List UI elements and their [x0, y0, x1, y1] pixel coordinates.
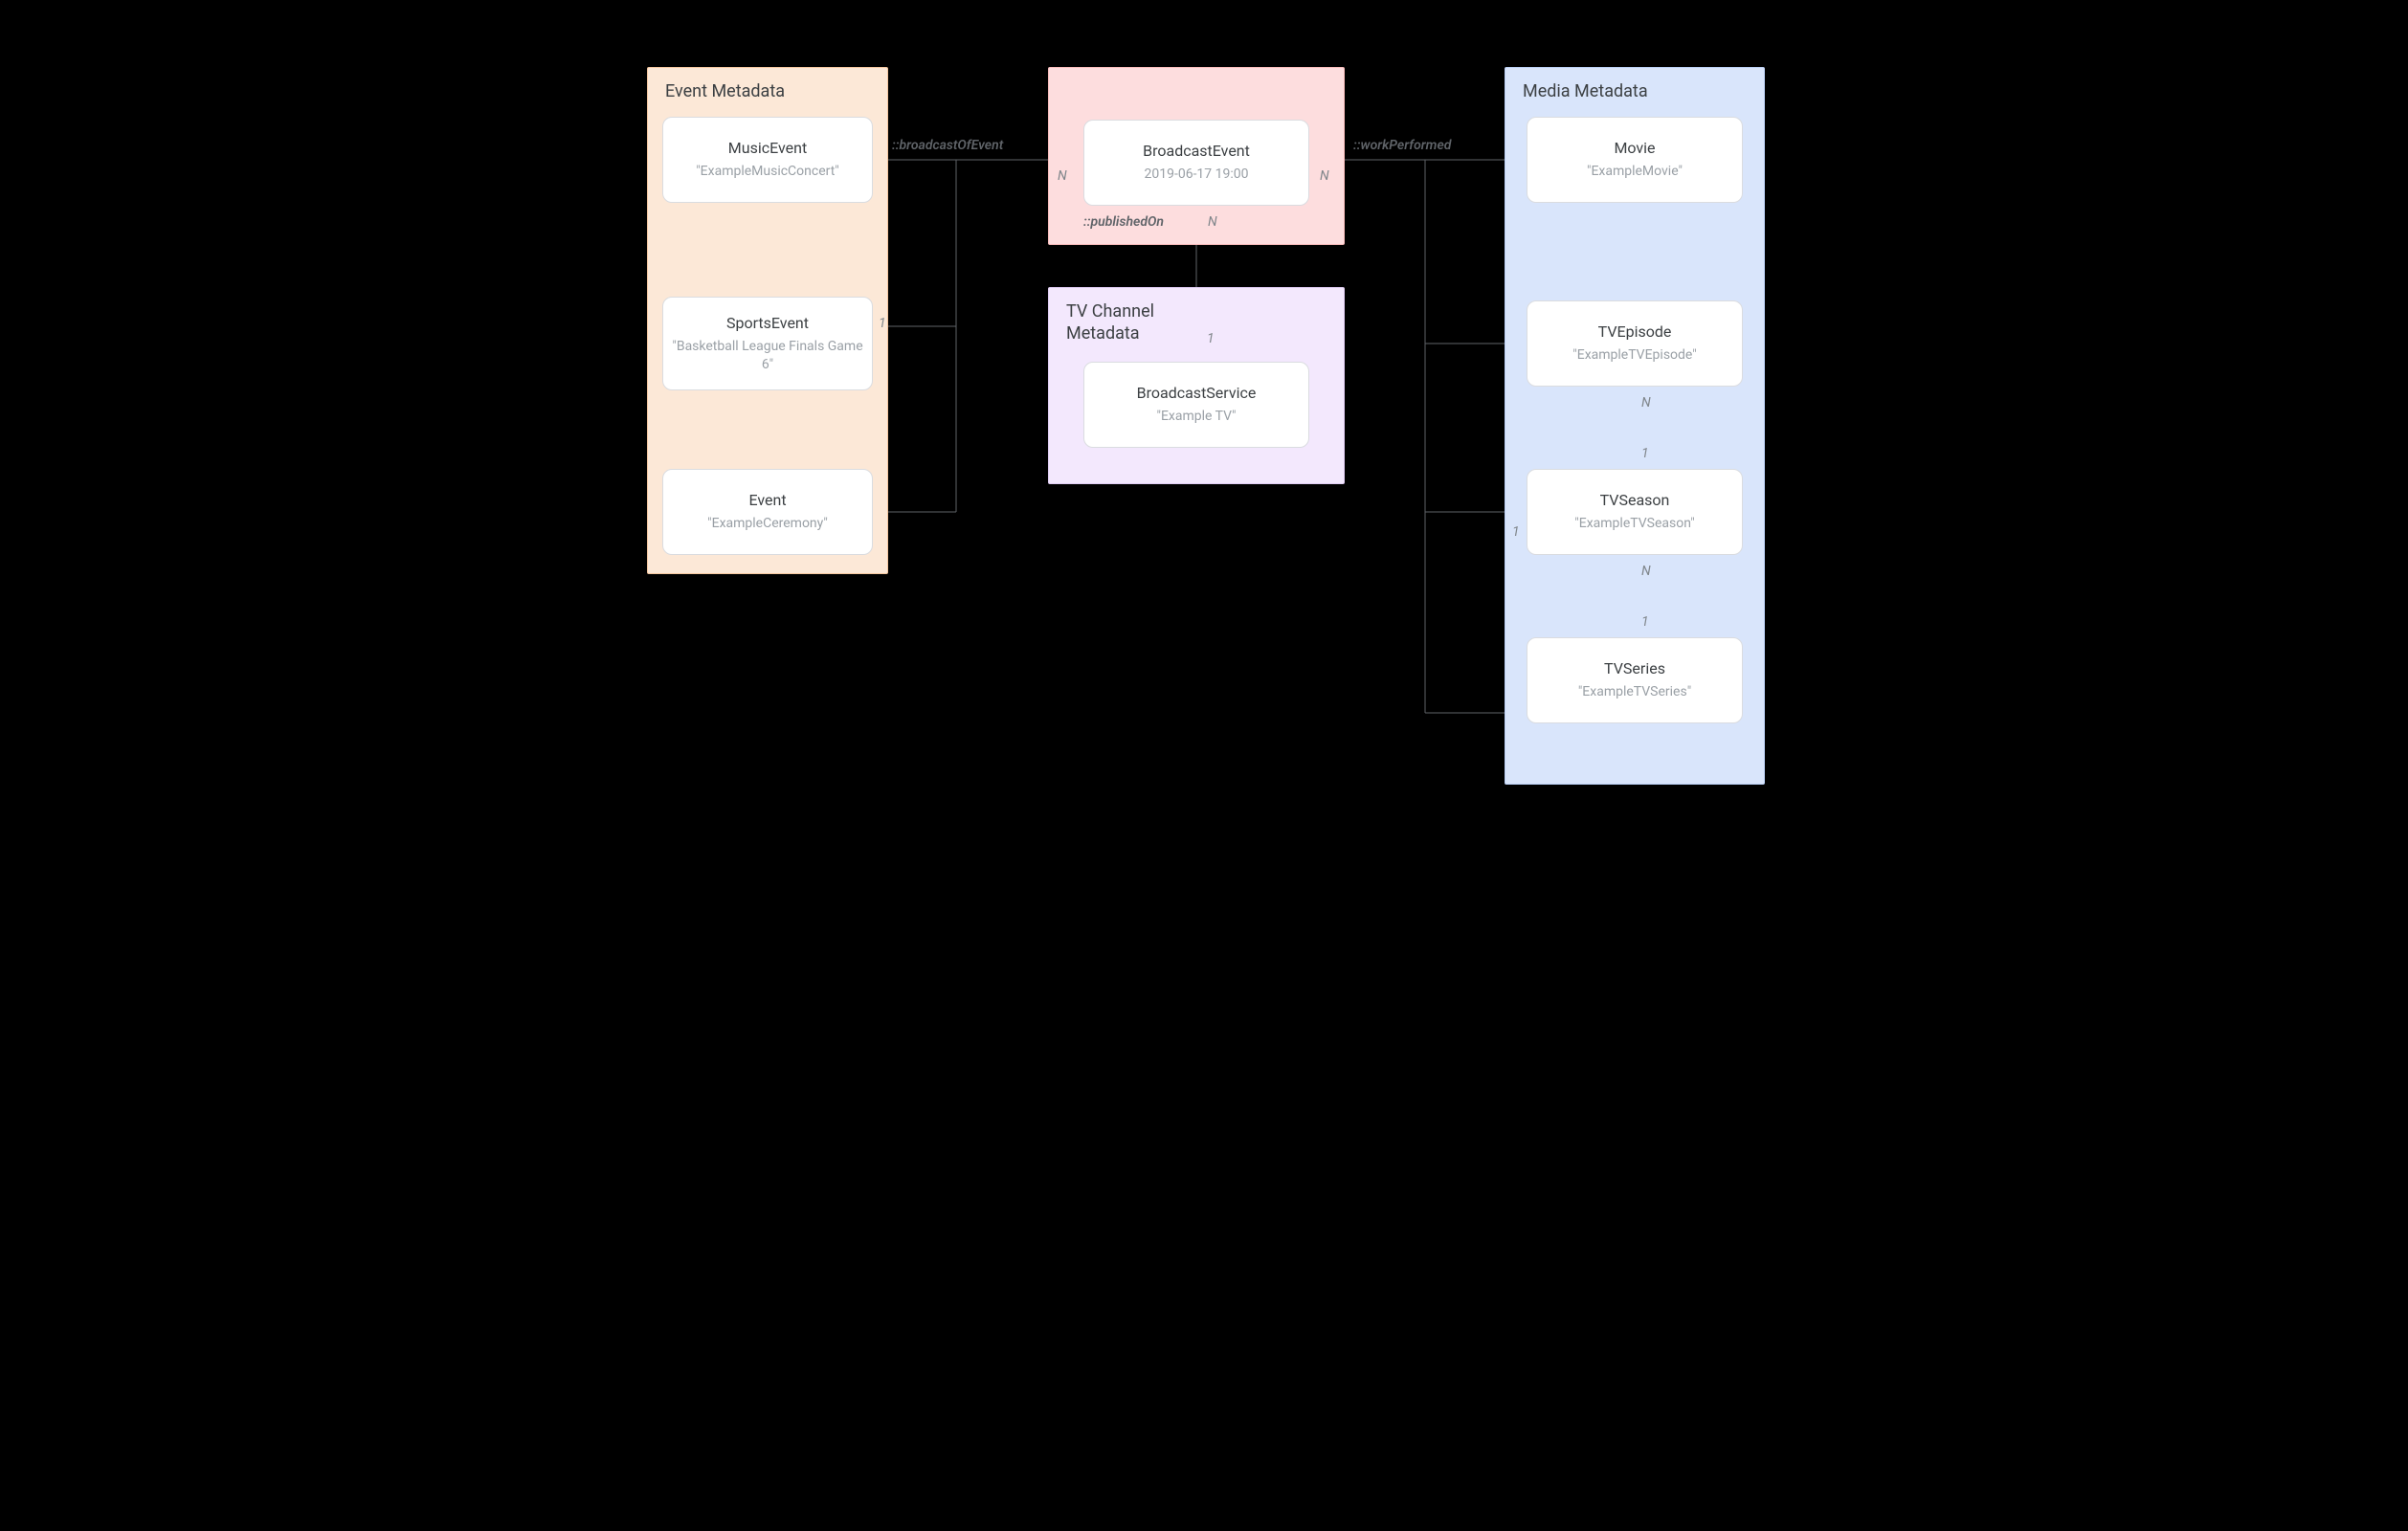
sports-event-entity: SportsEvent "Basketball League Finals Ga… [662, 297, 873, 390]
music-event-entity: MusicEvent "ExampleMusicConcert" [662, 117, 873, 203]
media-metadata-title: Media Metadata [1505, 81, 1764, 113]
entity-subtitle: "Basketball League Finals Game 6" [671, 338, 864, 372]
entity-title: TVEpisode [1598, 322, 1672, 341]
entity-subtitle: "ExampleMusicConcert" [696, 163, 839, 180]
tv-channel-metadata-title: TV Channel Metadata [1049, 301, 1202, 356]
edge-label: ::workPerformed [1353, 138, 1451, 153]
cardinality-label: 1 [879, 316, 886, 331]
entity-title: TVSeason [1600, 491, 1670, 509]
entity-title: MusicEvent [728, 139, 807, 157]
entity-subtitle: "ExampleCeremony" [707, 515, 828, 532]
edge-label: ::publishedOn [1083, 214, 1164, 230]
broadcast-service-entity: BroadcastService "Example TV" [1083, 362, 1309, 448]
cardinality-label: N [1058, 168, 1067, 184]
cardinality-label: 1 [1512, 524, 1520, 540]
cardinality-label: N [1320, 168, 1329, 184]
tv-episode-entity: TVEpisode "ExampleTVEpisode" [1527, 300, 1743, 387]
entity-title: TVSeries [1604, 659, 1665, 677]
broadcast-event-entity: BroadcastEvent 2019-06-17 19:00 [1083, 120, 1309, 206]
entity-title: SportsEvent [726, 314, 809, 332]
entity-subtitle: "Example TV" [1156, 408, 1236, 425]
entity-subtitle: "ExampleTVSeries" [1578, 683, 1691, 700]
edge-label: ::broadcastOfEvent [892, 138, 1003, 153]
cardinality-label: 1 [1641, 446, 1649, 461]
event-metadata-title: Event Metadata [648, 81, 887, 113]
entity-title: BroadcastService [1137, 384, 1257, 402]
tv-series-entity: TVSeries "ExampleTVSeries" [1527, 637, 1743, 723]
entity-title: BroadcastEvent [1143, 142, 1250, 160]
movie-entity: Movie "ExampleMovie" [1527, 117, 1743, 203]
cardinality-label: N [1641, 564, 1651, 579]
entity-subtitle: "ExampleTVSeason" [1574, 515, 1694, 532]
cardinality-label: N [1641, 395, 1651, 410]
event-entity: Event "ExampleCeremony" [662, 469, 873, 555]
entity-subtitle: "ExampleMovie" [1587, 163, 1683, 180]
entity-subtitle: 2019-06-17 19:00 [1144, 166, 1248, 183]
entity-subtitle: "ExampleTVEpisode" [1572, 346, 1697, 364]
cardinality-label: 1 [1207, 331, 1215, 346]
cardinality-label: N [1208, 214, 1217, 230]
entity-title: Event [748, 491, 786, 509]
entity-title: Movie [1614, 139, 1655, 157]
tv-season-entity: TVSeason "ExampleTVSeason" [1527, 469, 1743, 555]
cardinality-label: 1 [1641, 614, 1649, 630]
